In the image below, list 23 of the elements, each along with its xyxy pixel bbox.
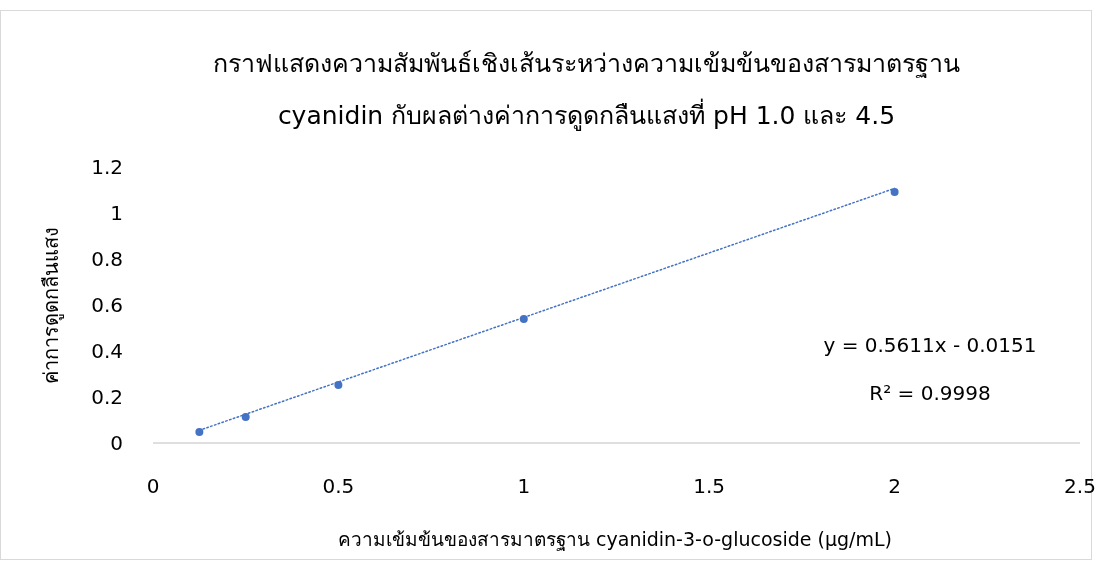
- x-axis-title: ความเข้มข้นของสารมาตรฐาน cyanidin-3-o-glucoside (µg/mL): [338, 528, 892, 551]
- y-tick-label: 0.4: [91, 339, 123, 363]
- x-tick-label: 1.5: [693, 474, 726, 498]
- y-tick-label: 0: [110, 431, 123, 455]
- annotation: y = 0.5611x - 0.0151: [823, 333, 1037, 357]
- x-tick-label: 2.5: [1064, 474, 1096, 498]
- x-tick-label: 1: [517, 474, 531, 498]
- annotation: R² = 0.9998: [869, 381, 991, 405]
- y-tick-label: 0.8: [91, 247, 123, 271]
- x-tick-label: 0.5: [322, 474, 355, 498]
- point: [334, 381, 343, 390]
- chart-title: กราฟแสดงความสัมพันธ์เชิงเส้นระหว่างความเข้มข้นของสารมาตรฐาน cyanidin กับผลต่างค่าการดูดกลืนแสงที่ pH 1.0 และ 4.5: [213, 49, 960, 131]
- point: [195, 427, 204, 436]
- point: [890, 188, 899, 197]
- point: [519, 315, 528, 324]
- point: [241, 413, 250, 422]
- y-tick-label: 0.2: [91, 385, 123, 409]
- y-tick-label: 1.2: [91, 155, 123, 179]
- y-tick-label: 0.6: [91, 293, 123, 317]
- y-axis-title: ค่าการดูดกลืนแสง: [39, 226, 64, 384]
- y-tick-label: 1: [110, 201, 123, 225]
- x-tick-label: 2: [888, 474, 901, 498]
- x-tick-label: 0: [146, 474, 160, 498]
